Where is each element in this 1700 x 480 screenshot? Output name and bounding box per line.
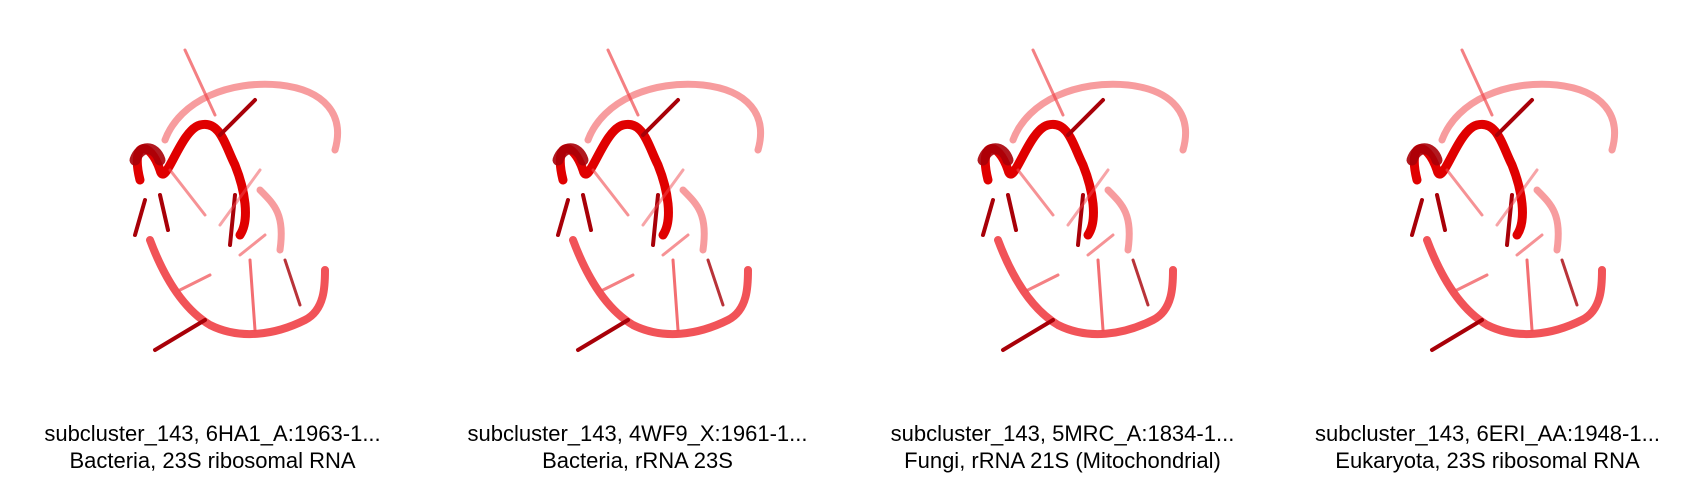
rna-base-stick xyxy=(133,198,147,237)
rna-base-stick xyxy=(183,48,217,117)
rna-base-stick xyxy=(651,193,660,247)
rna-base-stick xyxy=(671,258,680,332)
rna-backbone-arc xyxy=(569,236,752,338)
rna-backbone-arc xyxy=(1423,236,1606,338)
rna-base-stick xyxy=(1001,318,1055,352)
rna-base-stick xyxy=(641,168,685,227)
rna-backbone-back xyxy=(584,80,765,154)
rna-structure-render xyxy=(552,48,765,352)
panel-caption: subcluster_143, 6HA1_A:1963-1... Bacteri… xyxy=(0,420,425,474)
rna-base-stick xyxy=(1560,258,1579,307)
rna-base-stick xyxy=(1006,193,1018,232)
structure-panel: subcluster_143, 6ERI_AA:1948-1... Eukary… xyxy=(1275,0,1700,480)
panel-subtitle: Bacteria, 23S ribosomal RNA xyxy=(69,448,356,473)
rna-base-stick xyxy=(238,233,267,257)
rna-base-stick xyxy=(591,168,630,217)
panel-title: subcluster_143, 6HA1_A:1963-1... xyxy=(44,421,381,446)
rna-helix-front xyxy=(977,143,1014,166)
rna-base-stick xyxy=(178,273,212,292)
rna-base-stick xyxy=(1495,98,1534,137)
structure-panel: subcluster_143, 6HA1_A:1963-1... Bacteri… xyxy=(0,0,425,480)
rna-base-stick xyxy=(556,198,570,237)
rna-helix-front xyxy=(980,119,1098,240)
rna-base-stick xyxy=(581,193,593,232)
rna-base-stick xyxy=(1430,318,1484,352)
panel-caption: subcluster_143, 4WF9_X:1961-1... Bacteri… xyxy=(425,420,850,474)
rna-backbone-back xyxy=(1104,186,1133,254)
rna-base-stick xyxy=(1016,168,1055,217)
rna-base-stick xyxy=(981,198,995,237)
rna-base-stick xyxy=(1086,233,1115,257)
panel-title: subcluster_143, 6ERI_AA:1948-1... xyxy=(1315,421,1660,446)
rna-base-stick xyxy=(1066,98,1105,137)
rna-base-stick xyxy=(168,168,207,217)
rna-base-stick xyxy=(606,48,640,117)
rna-base-stick xyxy=(661,233,690,257)
rna-backbone-back xyxy=(679,186,708,254)
rna-helix-front xyxy=(552,143,589,166)
panel-title: subcluster_143, 4WF9_X:1961-1... xyxy=(467,421,808,446)
rna-base-stick xyxy=(641,98,680,137)
rna-base-stick xyxy=(706,258,725,307)
rna-base-stick xyxy=(1435,193,1447,232)
panel-subtitle: Eukaryota, 23S ribosomal RNA xyxy=(1335,448,1640,473)
rna-base-stick xyxy=(576,318,630,352)
rna-base-stick xyxy=(153,318,207,352)
rna-structure-render xyxy=(1406,48,1619,352)
rna-base-stick xyxy=(601,273,635,292)
rna-base-stick xyxy=(218,168,262,227)
rna-base-stick xyxy=(1505,193,1514,247)
rna-base-stick xyxy=(1495,168,1539,227)
rna-backbone-back xyxy=(161,80,342,154)
structure-panel: subcluster_143, 4WF9_X:1961-1... Bacteri… xyxy=(425,0,850,480)
rna-helix-front xyxy=(555,119,673,240)
rna-base-stick xyxy=(158,193,170,232)
rna-base-stick xyxy=(228,193,237,247)
rna-backbone-back xyxy=(1533,186,1562,254)
rna-backbone-back xyxy=(1438,80,1619,154)
rna-base-stick xyxy=(1076,193,1085,247)
panel-subtitle: Bacteria, rRNA 23S xyxy=(542,448,733,473)
structure-panel: subcluster_143, 5MRC_A:1834-1... Fungi, … xyxy=(850,0,1275,480)
rna-base-stick xyxy=(1096,258,1105,332)
rna-base-stick xyxy=(1445,168,1484,217)
rna-base-stick xyxy=(1131,258,1150,307)
rna-backbone-arc xyxy=(994,236,1177,338)
rna-base-stick xyxy=(1410,198,1424,237)
rna-base-stick xyxy=(1031,48,1065,117)
rna-backbone-arc xyxy=(146,236,329,338)
rna-backbone-back xyxy=(1009,80,1190,154)
rna-base-stick xyxy=(283,258,302,307)
panel-caption: subcluster_143, 5MRC_A:1834-1... Fungi, … xyxy=(850,420,1275,474)
rna-helix-front xyxy=(129,143,166,166)
rna-base-stick xyxy=(1066,168,1110,227)
rna-structure-render xyxy=(977,48,1190,352)
rna-helix-front xyxy=(1406,143,1443,166)
rna-base-stick xyxy=(1455,273,1489,292)
panel-caption: subcluster_143, 6ERI_AA:1948-1... Eukary… xyxy=(1275,420,1700,474)
rna-base-stick xyxy=(1515,233,1544,257)
panel-subtitle: Fungi, rRNA 21S (Mitochondrial) xyxy=(904,448,1221,473)
rna-backbone-back xyxy=(256,186,285,254)
panel-title: subcluster_143, 5MRC_A:1834-1... xyxy=(890,421,1235,446)
rna-helix-front xyxy=(1409,119,1527,240)
rna-base-stick xyxy=(1460,48,1494,117)
rna-base-stick xyxy=(248,258,257,332)
rna-base-stick xyxy=(218,98,257,137)
rna-base-stick xyxy=(1026,273,1060,292)
rna-structure-render xyxy=(129,48,342,352)
rna-base-stick xyxy=(1525,258,1534,332)
rna-helix-front xyxy=(132,119,250,240)
